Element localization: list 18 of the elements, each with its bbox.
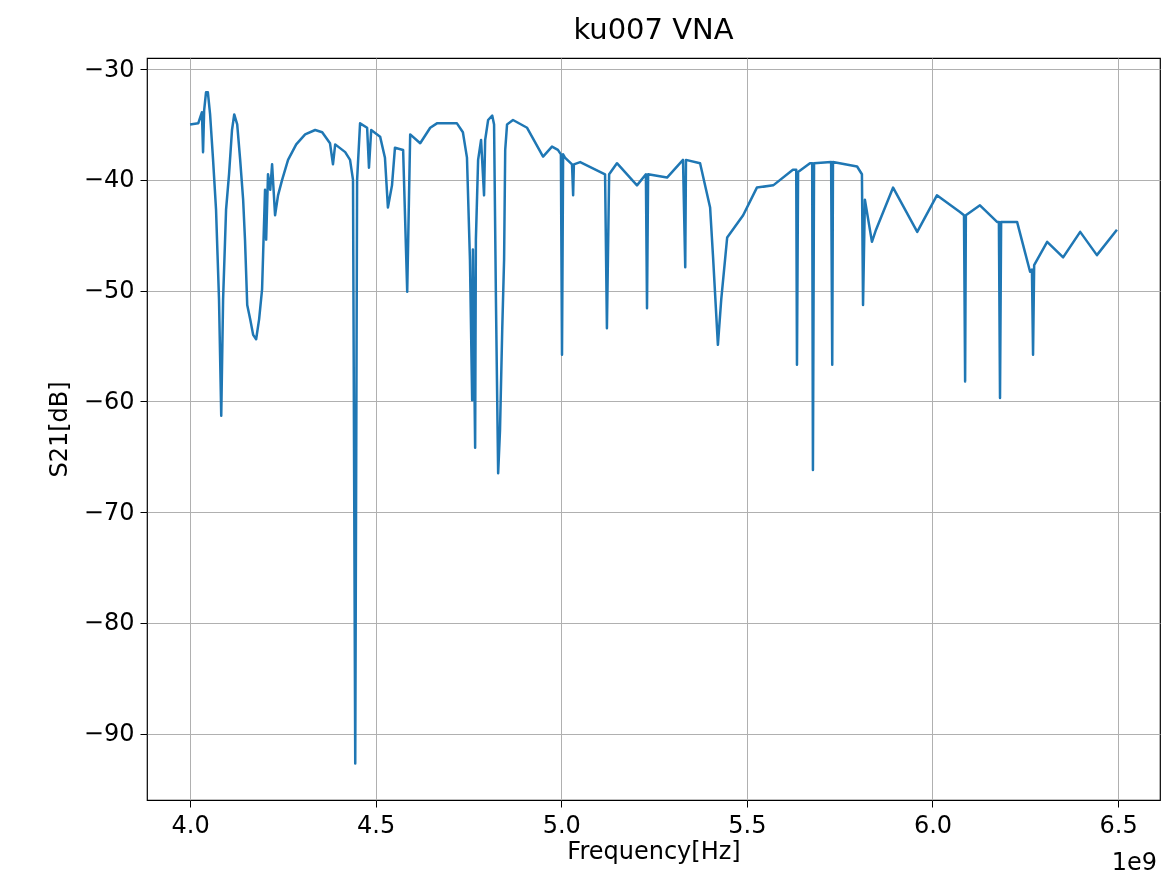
x-axis-title: Frequency[Hz] [567,836,741,865]
y-axis-title: S21[dB] [44,381,73,478]
y-tick-label: −80 [83,608,135,637]
x-tick-label: 4.0 [171,810,210,839]
y-tick-label: −60 [83,386,135,415]
x-tick-label: 5.0 [542,810,581,839]
y-tick-label: −70 [83,497,135,526]
y-tick-label: −30 [83,54,135,83]
line-series [188,91,1119,765]
x-tick-label: 6.0 [913,810,953,839]
y-tick-label: −90 [83,719,135,748]
y-tick-label: −50 [83,276,135,305]
x-tick-label: 4.5 [357,810,396,839]
chart-title: ku007 VNA [573,12,734,47]
x-tick-label: 6.5 [1099,810,1138,839]
text: 1e9 [1111,848,1157,876]
x-tick-label: 5.5 [728,810,767,839]
y-tick-label: −40 [83,165,135,194]
